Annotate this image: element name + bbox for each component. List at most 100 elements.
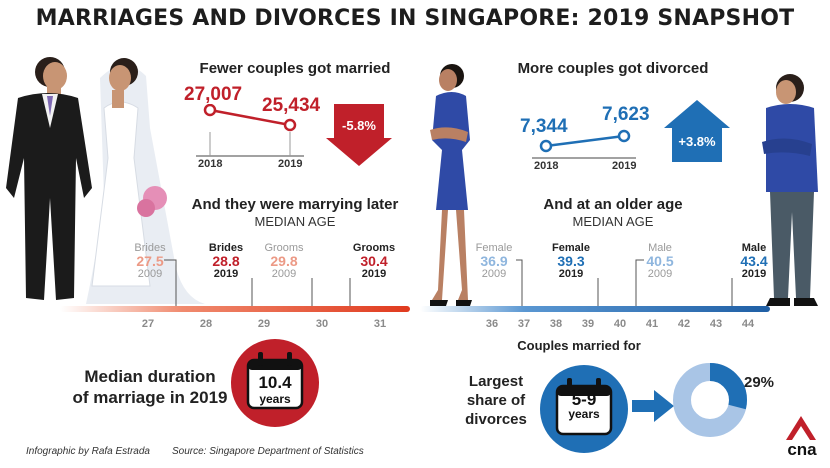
- grooms-2009-label: Grooms 29.8 2009: [262, 242, 306, 281]
- tick-43: 43: [709, 318, 723, 330]
- label-value: 39.3: [557, 253, 585, 269]
- marriages-line-chart: [196, 104, 304, 157]
- share-range: 5-9: [571, 390, 597, 409]
- divorces-change: +3.8%: [678, 134, 716, 149]
- tick-29: 29: [257, 318, 271, 330]
- label-year: 2019: [558, 268, 584, 280]
- largest-share-label: Largest share of divorces: [456, 372, 536, 429]
- label-year: 2009: [137, 268, 163, 280]
- duration-value-box: 10.4 years: [248, 374, 302, 408]
- divorce-age-axis: [420, 259, 770, 312]
- page-title: MARRIAGES AND DIVORCES IN SINGAPORE: 201…: [35, 6, 795, 31]
- label-name: Male: [648, 242, 672, 254]
- share-value-box: 5-9 years: [557, 390, 611, 422]
- marriages-heading: Fewer couples got married: [199, 60, 391, 77]
- marriages-year-2019: 2019: [278, 158, 303, 170]
- grooms-2019-label: Grooms 30.4 2019: [346, 242, 402, 281]
- tick-39: 39: [581, 318, 595, 330]
- marriage-age-subheading: MEDIAN AGE: [254, 214, 336, 229]
- divorces-2018-point: [539, 139, 553, 153]
- tick-37: 37: [517, 318, 531, 330]
- tick-40: 40: [613, 318, 627, 330]
- footer-credit: Infographic by Rafa Estrada: [26, 446, 150, 457]
- up-arrow-icon: [664, 100, 730, 162]
- share-line2: share of: [466, 392, 526, 409]
- label-name: Grooms: [264, 242, 304, 254]
- female-2019-label: Female 39.3 2019: [546, 242, 596, 281]
- label-name: Grooms: [352, 242, 396, 254]
- marriage-age-bar: [60, 306, 410, 312]
- footer-source: Source: Singapore Department of Statisti…: [172, 446, 364, 457]
- tick-41: 41: [645, 318, 659, 330]
- label-year: 2009: [271, 268, 297, 280]
- label-value: 30.4: [360, 253, 388, 269]
- duration-value: 10.4: [258, 373, 292, 392]
- label-year: 2019: [213, 268, 239, 280]
- divorces-year-2018: 2018: [534, 160, 559, 172]
- tick-30: 30: [315, 318, 329, 330]
- label-year: 2009: [481, 268, 507, 280]
- label-value: 28.8: [212, 253, 240, 269]
- male-2009-label: Male 40.5 2009: [638, 242, 682, 281]
- marriages-2018-value: 27,007: [184, 84, 243, 105]
- label-value: 40.5: [646, 253, 674, 269]
- divorces-2019-point: [617, 129, 631, 143]
- brides-2009-label: Brides 27.5 2009: [128, 242, 172, 281]
- share-calendar-icon: [540, 365, 628, 453]
- label-name: Female: [475, 242, 513, 254]
- marriage-age-axis: [60, 259, 410, 312]
- divorces-2019-value: 7,623: [602, 104, 650, 125]
- divorce-age-heading: And at an older age: [543, 196, 683, 213]
- down-arrow-icon: [326, 104, 392, 166]
- cna-logo-text: cna: [787, 440, 817, 459]
- divorces-2018-value: 7,344: [520, 116, 568, 137]
- man-illustration: [762, 74, 818, 306]
- donut-share-segment: [673, 363, 747, 437]
- tick-27: 27: [141, 318, 155, 330]
- divorces-heading: More couples got divorced: [517, 60, 709, 77]
- tick-36: 36: [485, 318, 499, 330]
- label-name: Brides: [134, 242, 166, 254]
- share-donut-chart: [673, 363, 747, 437]
- share-percent-label: 29%: [744, 374, 775, 391]
- couples-married-for-heading: Couples married for: [517, 338, 641, 353]
- marriages-2018-point: [203, 104, 217, 117]
- tick-42: 42: [677, 318, 691, 330]
- label-year: 2009: [647, 268, 673, 280]
- marriages-2019-point: [283, 118, 297, 132]
- share-line1: Largest: [468, 373, 524, 390]
- label-name: Female: [552, 242, 590, 254]
- label-value: 36.9: [480, 253, 508, 269]
- label-year: 2019: [361, 268, 387, 280]
- tick-44: 44: [741, 318, 755, 330]
- male-2019-label: Male 43.4 2019: [732, 242, 776, 281]
- divorces-year-2019: 2019: [612, 160, 637, 172]
- right-arrow-icon: [632, 390, 674, 422]
- label-value: 29.8: [270, 253, 298, 269]
- duration-calendar-icon: [231, 339, 319, 427]
- marriages-change: -5.8%: [342, 118, 376, 133]
- marriages-2019-value: 25,434: [262, 95, 321, 116]
- duration-line1: Median duration: [84, 367, 216, 386]
- duration-line2: of marriage in 2019: [72, 388, 228, 407]
- label-value: 27.5: [136, 253, 164, 269]
- marriage-age-heading: And they were marrying later: [191, 196, 399, 213]
- divorce-age-subheading: MEDIAN AGE: [572, 214, 654, 229]
- wedding-couple-illustration: [6, 57, 205, 304]
- marriages-year-2018: 2018: [198, 158, 223, 170]
- female-2009-label: Female 36.9 2009: [472, 242, 516, 281]
- brides-2019-label: Brides 28.8 2019: [204, 242, 248, 281]
- label-name: Brides: [208, 242, 244, 254]
- tick-38: 38: [549, 318, 563, 330]
- divorce-age-bar: [420, 306, 770, 312]
- duration-unit: years: [259, 392, 291, 406]
- divorces-line-chart: [532, 129, 636, 159]
- share-line3: divorces: [465, 411, 527, 428]
- woman-illustration: [430, 64, 472, 306]
- label-value: 43.4: [740, 253, 768, 269]
- label-year: 2019: [741, 268, 767, 280]
- cna-logo-icon: [786, 416, 816, 440]
- label-name: Male: [741, 242, 767, 254]
- median-duration-label: Median duration of marriage in 2019: [62, 366, 238, 408]
- tick-28: 28: [199, 318, 213, 330]
